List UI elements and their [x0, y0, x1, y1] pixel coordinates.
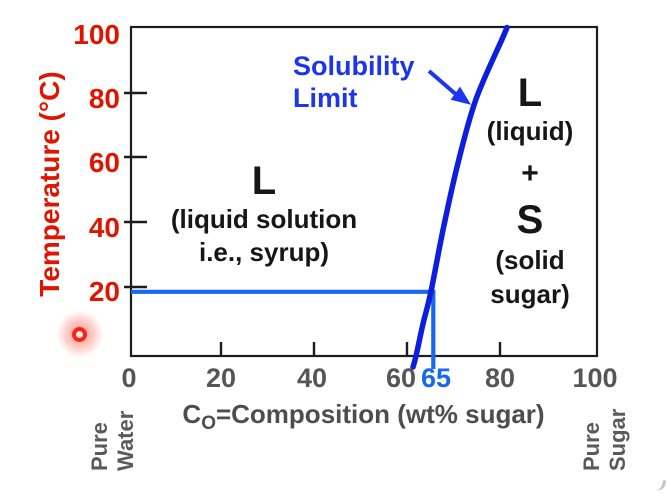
region-s-symbol: S — [516, 198, 544, 242]
solubility-arrow — [427, 69, 472, 105]
solubility-curve — [410, 24, 510, 370]
y-tick-60: 60 — [88, 147, 120, 178]
region-liquid-caption2: i.e., syrup) — [198, 237, 330, 267]
region-liquid-caption: (liquid) — [486, 116, 574, 146]
x-axis-title-c: C — [182, 399, 202, 429]
region-liquid-plus-solid: L (liquid) + S (solid sugar) — [467, 72, 593, 309]
region-solid-caption1: (solid — [495, 245, 565, 275]
x-tick-40: 40 — [296, 363, 328, 393]
solubility-limit-callout: Solubility Limit — [293, 50, 415, 114]
x-tick-100: 100 — [572, 363, 618, 393]
x-tick-65-highlight: 65 — [420, 363, 452, 393]
region-solid-caption2: sugar) — [490, 279, 570, 309]
y-axis-ticks — [124, 91, 147, 289]
region-liquid-syrup: L (liquid solution i.e., syrup) — [134, 160, 394, 267]
pure-water-line2: Water — [113, 410, 138, 471]
x-tick-80: 80 — [484, 363, 516, 393]
x-tick-20: 20 — [205, 363, 237, 393]
x-axis-title: CO=Composition (wt% sugar) — [130, 399, 597, 433]
laser-pointer-dot — [72, 327, 87, 342]
region-liquid-caption1: (liquid solution — [170, 204, 358, 234]
pure-sugar-line1: Pure — [579, 422, 604, 471]
pure-water-label: Pure Water — [87, 387, 139, 471]
plus-sign: + — [521, 157, 539, 190]
y-tick-20: 20 — [88, 276, 120, 307]
pure-water-line1: Pure — [87, 422, 112, 471]
pure-sugar-line2: Sugar — [605, 408, 630, 471]
y-axis-title: Temperature (°C) — [34, 71, 65, 297]
x-tick-0: 0 — [121, 363, 137, 393]
region-l-symbol: L — [517, 71, 543, 115]
x-tick-60: 60 — [385, 363, 417, 393]
x-axis-ticks — [219, 342, 502, 356]
pure-sugar-label: Pure Sugar — [579, 387, 631, 471]
x-axis-title-sub: O — [201, 413, 216, 435]
solubility-limit-line2: Limit — [293, 83, 358, 113]
y-tick-40: 40 — [88, 212, 120, 243]
tie-line-20C — [131, 289, 436, 369]
solubility-limit-line1: Solubility — [293, 51, 415, 81]
x-axis-title-rest: =Composition (wt% sugar) — [215, 399, 545, 429]
y-tick-100: 100 — [73, 19, 120, 50]
y-tick-80: 80 — [88, 83, 120, 114]
region-liquid-symbol: L — [251, 159, 277, 203]
plot-border — [129, 25, 599, 358]
